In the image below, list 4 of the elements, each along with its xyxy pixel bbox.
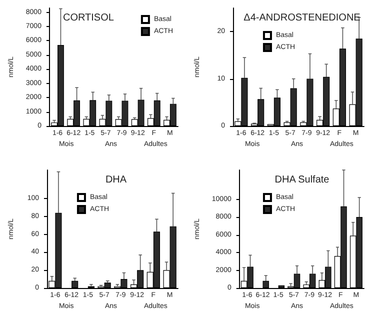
chart-title: DHA Sulfate [274, 174, 330, 186]
text: Δ4-ANDROSTENEDIONE [244, 12, 361, 24]
chart-title: CORTISOL [63, 12, 114, 24]
text: DHA [105, 174, 127, 186]
